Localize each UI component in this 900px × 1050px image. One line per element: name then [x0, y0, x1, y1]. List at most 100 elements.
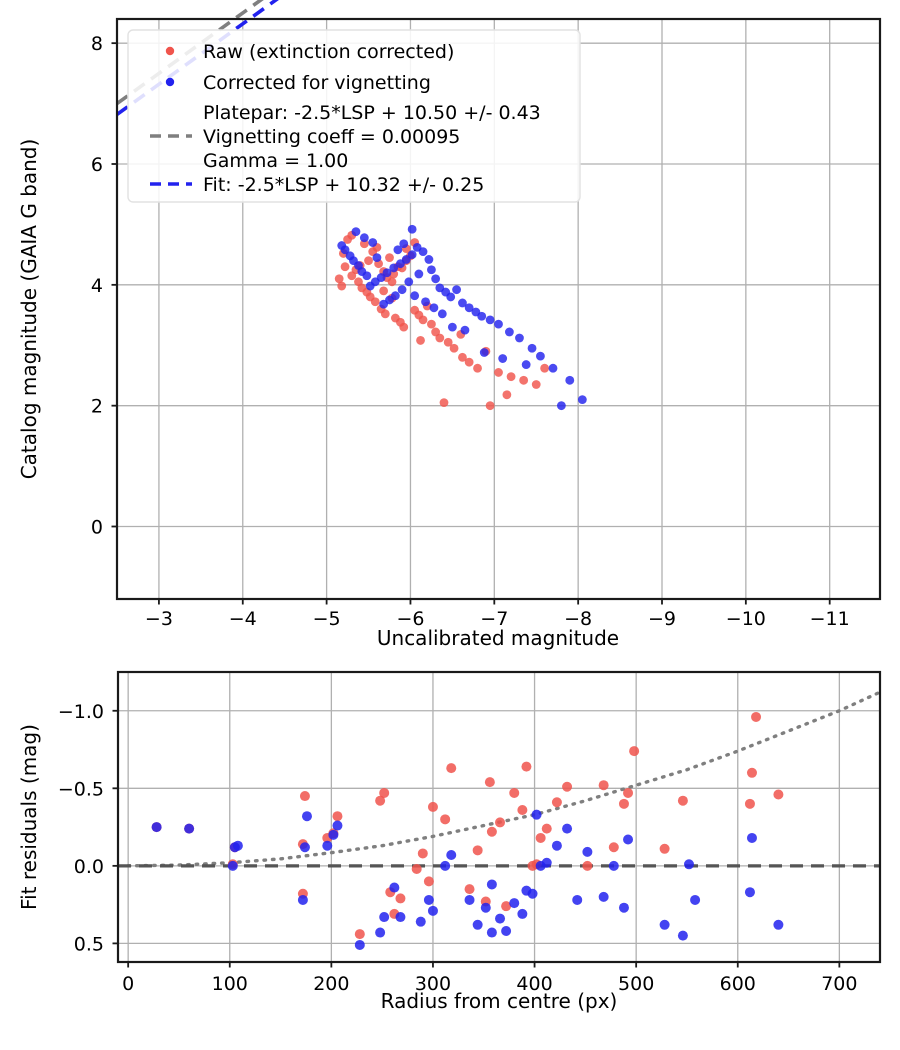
- top-ytick-label: 2: [91, 396, 103, 418]
- data-point: [401, 255, 411, 264]
- data-point: [494, 368, 503, 377]
- data-point: [415, 916, 426, 927]
- top-scatter-corrected: [337, 224, 587, 411]
- data-point: [328, 829, 339, 840]
- data-point: [379, 286, 389, 296]
- top-line-platepar: [115, 0, 264, 106]
- data-point: [548, 363, 558, 373]
- top-xtick-label: −11: [810, 608, 850, 630]
- data-point: [629, 746, 640, 757]
- data-point: [565, 375, 575, 385]
- data-point: [389, 263, 399, 273]
- bottom-xtick-label: 200: [313, 973, 349, 995]
- data-point: [427, 319, 436, 329]
- data-point: [423, 876, 434, 887]
- data-point: [472, 919, 483, 930]
- data-point: [429, 303, 439, 313]
- data-point: [297, 894, 308, 905]
- data-point: [354, 939, 365, 950]
- data-point: [446, 849, 457, 860]
- data-point: [404, 277, 414, 287]
- data-point: [227, 860, 238, 871]
- data-point: [389, 882, 400, 893]
- data-point: [541, 857, 552, 868]
- data-point: [379, 787, 390, 798]
- top-xtick-label: −9: [648, 608, 676, 630]
- data-point: [427, 265, 436, 275]
- top-ytick-label: 8: [91, 33, 103, 55]
- data-point: [582, 860, 593, 871]
- bottom-xtick-label: 400: [516, 973, 552, 995]
- data-point: [382, 268, 392, 278]
- bottom-xtick-label: 700: [821, 973, 857, 995]
- data-point: [659, 843, 670, 854]
- data-point: [407, 250, 417, 260]
- data-point: [410, 291, 420, 301]
- bottom-ytick-label: −0.5: [58, 778, 104, 800]
- data-point: [379, 912, 390, 923]
- data-point: [744, 887, 755, 898]
- bottom-xtick-label: 100: [212, 973, 248, 995]
- data-point: [379, 299, 389, 309]
- data-point: [395, 912, 406, 923]
- top-ytick-label: 0: [91, 517, 103, 539]
- data-point: [556, 401, 566, 411]
- data-point: [773, 789, 784, 800]
- bottom-scatter-corrected: [151, 809, 784, 950]
- data-point: [440, 860, 451, 871]
- bottom-y-tick-labels: 0.5 0.0 −0.5 −1.0: [58, 701, 118, 955]
- data-point: [437, 309, 447, 319]
- data-point: [389, 269, 399, 279]
- top-yaxis-label: Catalog magnitude (GAIA G band): [17, 139, 41, 480]
- data-point: [332, 811, 343, 822]
- data-point: [365, 281, 375, 291]
- data-point: [354, 929, 365, 940]
- data-point: [495, 913, 506, 924]
- data-point: [477, 311, 487, 321]
- data-point: [447, 322, 457, 332]
- data-point: [536, 351, 545, 361]
- legend-box: [127, 29, 581, 203]
- data-point: [427, 905, 438, 916]
- data-point: [399, 322, 409, 332]
- data-point: [322, 840, 333, 851]
- data-point: [517, 908, 528, 919]
- data-point: [582, 846, 593, 857]
- data-point: [515, 333, 524, 343]
- data-point: [509, 898, 520, 909]
- data-point: [501, 925, 512, 936]
- data-point: [598, 780, 609, 791]
- data-point: [375, 927, 386, 938]
- top-xtick-label: −10: [726, 608, 766, 630]
- data-point: [347, 271, 357, 281]
- data-point: [375, 795, 386, 806]
- data-point: [397, 285, 407, 295]
- data-point: [484, 777, 495, 788]
- data-point: [486, 927, 497, 938]
- data-point: [690, 894, 701, 905]
- bottom-ytick-label: −1.0: [58, 701, 104, 723]
- top-line-fit: [115, 0, 279, 116]
- data-point: [495, 817, 506, 828]
- top-xtick-label: −6: [396, 608, 424, 630]
- data-point: [385, 253, 394, 263]
- data-point: [501, 901, 512, 912]
- data-point: [572, 894, 583, 905]
- bottom-axes: 0 100 200 300 400 500 600 700 0.5 0.0 −0.5 −1.0 Ra…: [17, 670, 882, 1013]
- bottom-axes-frame: [116, 670, 882, 964]
- data-point: [440, 814, 451, 825]
- data-point: [485, 401, 495, 411]
- data-point: [527, 888, 538, 899]
- data-point: [480, 902, 491, 913]
- data-point: [232, 840, 243, 851]
- legend-marker-raw-icon: [165, 46, 175, 56]
- data-point: [449, 343, 459, 353]
- top-ytick-label: 6: [91, 154, 103, 176]
- data-point: [494, 319, 503, 329]
- top-xaxis-label: Uncalibrated magnitude: [377, 626, 619, 650]
- data-point: [677, 930, 688, 941]
- bottom-yaxis-label: Fit residuals (mag): [17, 724, 41, 910]
- data-point: [359, 239, 369, 249]
